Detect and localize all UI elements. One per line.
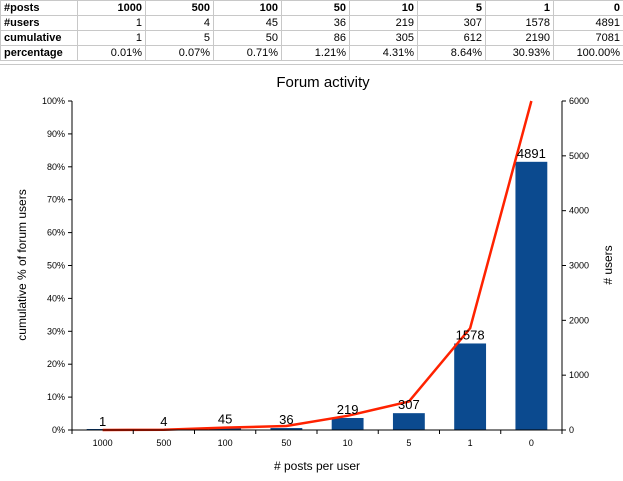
x-tick-label: 50 [281,438,291,448]
x-tick-label: 1000 [93,438,113,448]
table-cell[interactable]: 5 [146,31,214,46]
table-cell[interactable]: 0.71% [214,46,282,61]
chart-area: Forum activity 0% 10% 20% 30% 40% 50% 60% 70% 80… [0,64,623,481]
table-cell[interactable]: 1 [78,16,146,31]
table-cell[interactable]: 1.21% [282,46,350,61]
right-tick-label: 2000 [569,315,589,325]
row-label[interactable]: #posts [1,1,78,16]
left-axis-label: cumulative % of forum users [15,189,29,340]
bar [454,343,486,430]
right-tick-label: 4000 [569,206,589,216]
right-tick-label: 0 [569,425,574,435]
table-cell[interactable]: 5 [418,1,486,16]
table-cell[interactable]: 219 [350,16,418,31]
table-cell[interactable]: 4.31% [350,46,418,61]
table-cell[interactable]: 307 [418,16,486,31]
table-cell[interactable]: 612 [418,31,486,46]
table-cell[interactable]: 4 [146,16,214,31]
table-cell[interactable]: 36 [282,16,350,31]
table-cell[interactable]: 100.00% [554,46,623,61]
data-label: 45 [218,412,232,427]
left-tick-label: 0% [52,425,65,435]
left-tick-label: 40% [47,293,65,303]
table-cell[interactable]: 86 [282,31,350,46]
table-cell[interactable]: 100 [214,1,282,16]
data-label: 219 [337,402,359,417]
table-cell[interactable]: 1000 [78,1,146,16]
chart-title: Forum activity [276,74,370,91]
left-tick-label: 30% [47,326,65,336]
table-cell[interactable]: 305 [350,31,418,46]
forum-activity-chart: Forum activity 0% 10% 20% 30% 40% 50% 60% 70% 80… [0,65,623,481]
table-cell[interactable]: 2190 [486,31,554,46]
right-tick-label: 5000 [569,151,589,161]
table-cell[interactable]: 50 [214,31,282,46]
left-tick-label: 100% [42,96,65,106]
row-label[interactable]: #users [1,16,78,31]
bar [332,418,364,430]
table-cell[interactable]: 500 [146,1,214,16]
left-tick-label: 50% [47,261,65,271]
left-tick-label: 80% [47,162,65,172]
right-tick-label: 3000 [569,261,589,271]
data-label: 1 [99,414,106,429]
x-tick-label: 1 [468,438,473,448]
table-cell[interactable]: 1578 [486,16,554,31]
left-tick-label: 90% [47,129,65,139]
table-cell[interactable]: 4891 [554,16,623,31]
x-axis-label: # posts per user [274,459,360,473]
table-cell[interactable]: 0 [554,1,623,16]
x-tick-label: 0 [529,438,534,448]
table-cell[interactable]: 45 [214,16,282,31]
data-label: 36 [279,412,293,427]
x-tick-label: 10 [343,438,353,448]
table-cell[interactable]: 1 [486,1,554,16]
left-tick-label: 10% [47,392,65,402]
right-tick-label: 1000 [569,370,589,380]
data-label: 1578 [456,327,485,342]
left-tick-label: 20% [47,359,65,369]
x-tick-label: 5 [406,438,411,448]
table-cell[interactable]: 0.01% [78,46,146,61]
table-cell[interactable]: 8.64% [418,46,486,61]
data-label: 4 [160,414,167,429]
bar [515,162,547,430]
data-label: 307 [398,397,420,412]
left-axis-ticks: 0% 10% 20% 30% 40% 50% 60% 70% 80% 90% 100% [42,96,72,435]
left-tick-label: 70% [47,195,65,205]
table-cell[interactable]: 7081 [554,31,623,46]
row-label[interactable]: cumulative [1,31,78,46]
right-axis-ticks: 0 1000 2000 3000 4000 5000 6000 [562,96,589,435]
table-cell[interactable]: 0.07% [146,46,214,61]
row-label[interactable]: percentage [1,46,78,61]
left-tick-label: 60% [47,228,65,238]
table-cell[interactable]: 30.93% [486,46,554,61]
right-axis-label: # users [601,245,615,284]
data-label: 4891 [517,146,546,161]
bar [393,413,425,430]
x-tick-label: 100 [218,438,233,448]
table-cell[interactable]: 50 [282,1,350,16]
x-tick-label: 500 [156,438,171,448]
table-cell[interactable]: 1 [78,31,146,46]
table-cell[interactable]: 10 [350,1,418,16]
right-tick-label: 6000 [569,96,589,106]
